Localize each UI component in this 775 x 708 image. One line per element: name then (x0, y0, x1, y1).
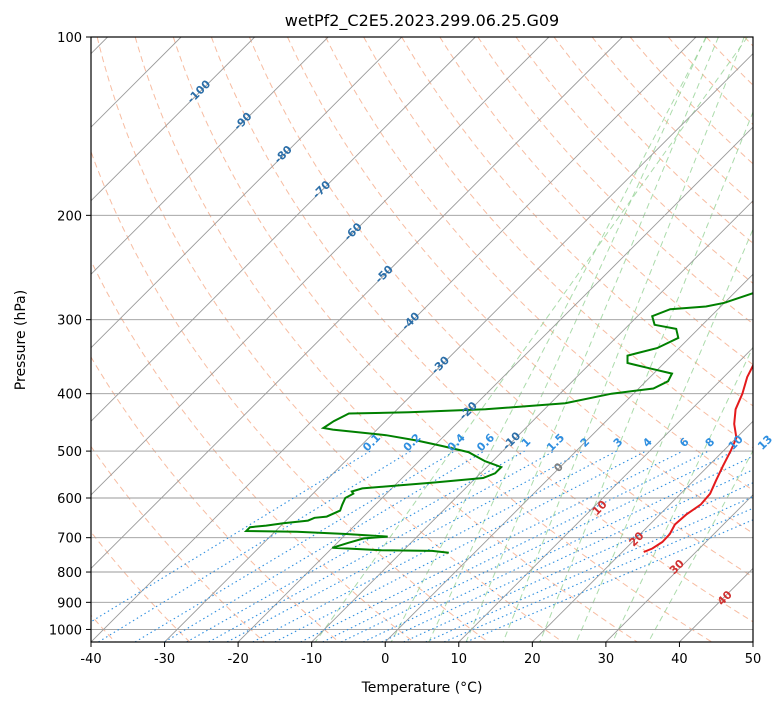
dry-adiabat (91, 356, 340, 642)
isotherm-line (605, 494, 753, 642)
y-tick-label: 100 (57, 31, 82, 46)
x-tick-label: -10 (301, 652, 322, 667)
dry-adiabat (134, 37, 638, 642)
mixing-ratio-line (186, 450, 525, 642)
y-tick-label: 300 (57, 314, 82, 329)
isotherm-line (91, 37, 329, 275)
isotherm-line (91, 37, 476, 422)
mixing-ratio-line (252, 450, 617, 642)
mixing-ratio-line (340, 450, 735, 642)
mixing-ratio-line (208, 450, 555, 642)
isotherm-line (91, 37, 697, 642)
y-tick-label: 500 (57, 445, 82, 460)
dry-adiabat (91, 445, 265, 642)
background-lines (91, 37, 753, 642)
mixing-ratio-line (362, 455, 753, 642)
dry-adiabat (210, 37, 753, 623)
moist-adiabat (314, 37, 748, 642)
x-tick-label: 50 (745, 652, 762, 667)
isotherm-line (91, 37, 550, 496)
dry-adiabat (553, 37, 753, 244)
y-tick-label: 800 (57, 566, 82, 581)
dry-adiabat (591, 37, 753, 205)
isotherm-line (91, 37, 256, 202)
x-tick-label: 0 (381, 652, 389, 667)
dry-adiabat (439, 37, 753, 366)
chart-title: wetPf2_C2E5.2023.299.06.25.G09 (285, 11, 559, 31)
isotherm-line (91, 37, 403, 349)
isotherm-line (311, 200, 753, 642)
data-lines (243, 292, 753, 554)
temperature-profile-line (643, 363, 753, 553)
x-tick-label: 20 (524, 652, 541, 667)
dry-adiabat (287, 37, 753, 534)
x-axis: -40 -30 -20 -10 0 10 20 30 40 50 (80, 642, 761, 667)
y-tick-label: 1000 (49, 623, 82, 638)
x-tick-label: 10 (451, 652, 468, 667)
mixing-ratio-line (381, 469, 753, 642)
x-tick-label: -20 (227, 652, 248, 667)
isotherm-line (384, 273, 753, 642)
dry-adiabat (172, 37, 713, 642)
y-tick-label: 900 (57, 596, 82, 611)
x-tick-label: 30 (598, 652, 615, 667)
mixing-ratio-line (274, 450, 647, 642)
x-tick-label: -40 (80, 652, 101, 667)
y-axis-label: Pressure (hPa) (13, 290, 29, 390)
dry-adiabat (96, 37, 563, 642)
x-axis-label: Temperature (°C) (361, 680, 483, 696)
isotherm-line (531, 420, 753, 642)
y-tick-label: 200 (57, 209, 82, 224)
dry-adiabat (401, 37, 753, 407)
y-tick-label: 400 (57, 388, 82, 403)
isotherm-line (458, 347, 753, 642)
mixing-ratio-line (300, 450, 684, 642)
x-tick-label: 40 (671, 652, 688, 667)
dry-adiabat (91, 150, 489, 642)
moist-adiabat (502, 37, 745, 642)
x-tick-label: -30 (154, 652, 175, 667)
moist-adiabat (428, 37, 707, 642)
mixing-ratio-line (465, 519, 753, 642)
isotherm-line (91, 37, 623, 570)
isotherm-line (164, 52, 753, 642)
mixing-ratio-line (425, 496, 753, 642)
isotherm-line (237, 126, 753, 642)
plot-frame (90, 36, 754, 643)
dewpoint-profile-line (243, 292, 753, 554)
moist-adiabat (390, 37, 707, 642)
y-tick-label: 600 (57, 492, 82, 507)
dry-adiabat (91, 259, 414, 642)
dry-adiabat (248, 37, 753, 578)
y-tick-label: 700 (57, 532, 82, 547)
y-axis: 100 200 300 400 500 600 700 800 900 1000 (49, 31, 91, 638)
dry-adiabat (325, 37, 753, 491)
moist-adiabat (539, 110, 753, 642)
